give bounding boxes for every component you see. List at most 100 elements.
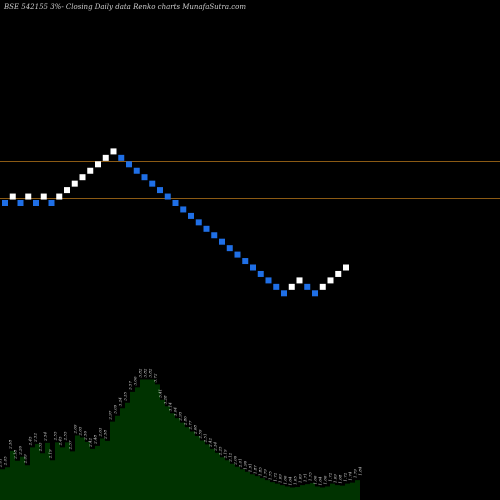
value-label: 2.55 — [53, 431, 58, 441]
renko-brick-down — [219, 238, 225, 245]
renko-brick-up — [40, 193, 47, 200]
value-label: 3.28 — [163, 395, 168, 404]
renko-brick-down — [203, 225, 210, 232]
value-label: 2.38 — [8, 440, 13, 450]
renko-brick-down — [211, 232, 218, 239]
value-label: 1.74 — [348, 471, 353, 480]
renko-brick-down — [118, 154, 125, 161]
value-label: 2.77 — [188, 420, 193, 430]
value-label: 2.86 — [183, 416, 188, 426]
renko-brick-up — [288, 283, 295, 290]
value-label: 2.26 — [18, 445, 23, 455]
value-label: 2.54 — [43, 432, 48, 442]
value-label: 1.66 — [313, 475, 318, 484]
value-label: 2.51 — [203, 433, 208, 443]
renko-brick-down — [304, 283, 311, 290]
value-label: 2.42 — [208, 438, 213, 448]
renko-brick-down — [281, 290, 287, 297]
renko-bricks — [2, 148, 349, 297]
value-label: 3.24 — [118, 397, 123, 406]
value-label: 1.79 — [263, 469, 268, 478]
value-label: 1.75 — [268, 471, 273, 480]
renko-brick-up — [296, 277, 303, 284]
renko-brick-up — [343, 264, 349, 271]
renko-brick-up — [64, 187, 70, 194]
value-label: 1.83 — [258, 467, 263, 476]
renko-brick-down — [126, 161, 132, 168]
value-label: 2.45 — [58, 436, 63, 446]
value-label: 1.84 — [358, 466, 363, 475]
renko-brick-up — [71, 180, 78, 187]
renko-brick-down — [188, 212, 194, 219]
renko-brick-up — [56, 193, 63, 200]
value-label: 1.72 — [328, 472, 333, 481]
value-label: 2.69 — [73, 424, 78, 434]
value-label: 3.41 — [158, 389, 163, 398]
value-label: 1.64 — [288, 476, 293, 485]
renko-brick-up — [25, 193, 32, 200]
renko-brick-down — [312, 290, 318, 297]
value-label: 3.82 — [148, 368, 153, 377]
value-label: 2.58 — [103, 430, 108, 440]
value-label: 2.56 — [83, 431, 88, 441]
renko-brick-up — [335, 270, 342, 277]
renko-brick-up — [319, 283, 326, 290]
value-label: 2.12 — [228, 452, 233, 462]
value-label: 3.35 — [123, 391, 128, 400]
renko-brick-up — [79, 174, 86, 181]
renko-brick-down — [164, 193, 171, 200]
value-label: 2.19 — [48, 449, 53, 459]
value-label: 2.09 — [23, 454, 28, 464]
value-label: 1.87 — [253, 465, 258, 474]
renko-brick-down — [273, 283, 280, 290]
value-label: 3.72 — [153, 373, 158, 382]
renko-brick-down — [180, 206, 187, 213]
value-label: 1.71 — [303, 473, 308, 482]
value-label: 2.45 — [28, 436, 33, 446]
value-label: 2.37 — [68, 440, 73, 450]
renko-brick-down — [226, 245, 233, 252]
value-label: 1.65 — [293, 476, 298, 485]
renko-brick-down — [242, 258, 249, 265]
renko-brick-down — [33, 200, 39, 206]
renko-brick-up — [327, 277, 334, 284]
value-label: 1.72 — [343, 472, 348, 481]
value-label: 2.63 — [98, 427, 103, 437]
value-label: 2.05 — [3, 456, 8, 466]
renko-brick-up — [110, 148, 117, 155]
value-label: 3.66 — [133, 376, 138, 385]
renko-brick-down — [234, 251, 241, 258]
value-label: 2.18 — [13, 449, 18, 459]
renko-brick-down — [149, 180, 156, 187]
value-label: 2.33 — [38, 442, 43, 452]
value-label: 2.01 — [0, 458, 3, 468]
value-label: 2.01 — [238, 458, 243, 468]
value-label: 1.72 — [273, 472, 278, 481]
value-label: 2.65 — [78, 426, 83, 436]
renko-brick-down — [172, 200, 179, 206]
value-label: 1.73 — [308, 472, 313, 481]
renko-brick-down — [250, 264, 256, 271]
renko-brick-down — [133, 167, 140, 174]
renko-brick-down — [257, 270, 264, 277]
value-label: 1.64 — [318, 476, 323, 485]
renko-brick-down — [195, 219, 202, 226]
renko-brick-up — [9, 193, 16, 200]
value-label: 3.14 — [168, 402, 173, 411]
value-label: 1.69 — [333, 474, 338, 483]
value-label: 1.96 — [243, 460, 248, 469]
value-label: 2.34 — [213, 441, 218, 451]
value-label: 2.48 — [93, 435, 98, 445]
value-label: 2.97 — [108, 410, 113, 420]
renko-brick-down — [157, 187, 163, 194]
value-label: 1.79 — [353, 469, 358, 478]
renko-brick-down — [48, 200, 55, 206]
value-label: 1.69 — [298, 474, 303, 483]
value-label: 2.55 — [63, 431, 68, 441]
chart-title: BSE 542155 3%- Closing Daily data Renko … — [3, 3, 246, 11]
renko-brick-down — [141, 174, 148, 181]
value-label: 2.25 — [218, 446, 223, 456]
value-label: 2.06 — [233, 455, 238, 465]
